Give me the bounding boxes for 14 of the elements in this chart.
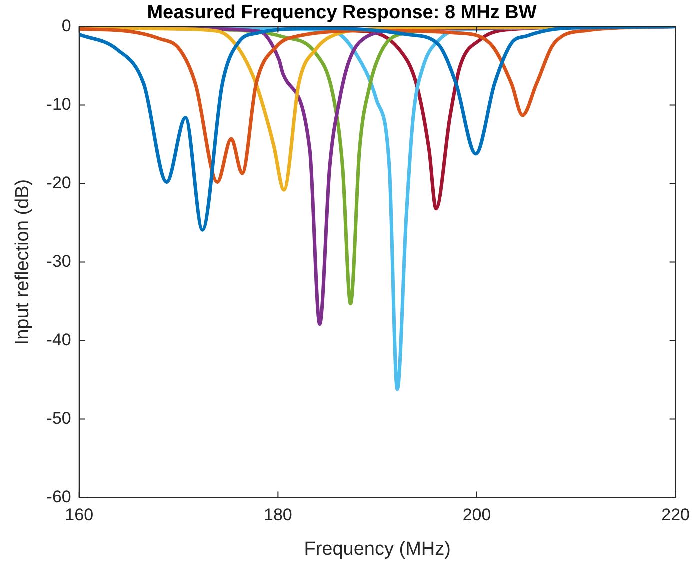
x-tick-label: 200 xyxy=(462,506,492,525)
y-tick-label: -60 xyxy=(46,487,72,506)
y-tick-label: -40 xyxy=(46,330,72,350)
x-tick-label: 160 xyxy=(65,506,94,525)
y-tick-label: 0 xyxy=(62,16,72,36)
chart-title: Measured Frequency Response: 8 MHz BW xyxy=(147,2,537,24)
x-tick-label: 180 xyxy=(264,506,292,525)
y-tick-label: -10 xyxy=(46,94,72,114)
x-tick-label: 220 xyxy=(662,506,690,525)
y-axis-title: Input reflection (dB) xyxy=(12,179,34,346)
y-tick-label: -20 xyxy=(46,173,72,192)
y-tick-label: -30 xyxy=(46,252,72,271)
x-axis-title: Frequency (MHz) xyxy=(304,538,451,560)
y-tick-label: -50 xyxy=(46,408,72,428)
